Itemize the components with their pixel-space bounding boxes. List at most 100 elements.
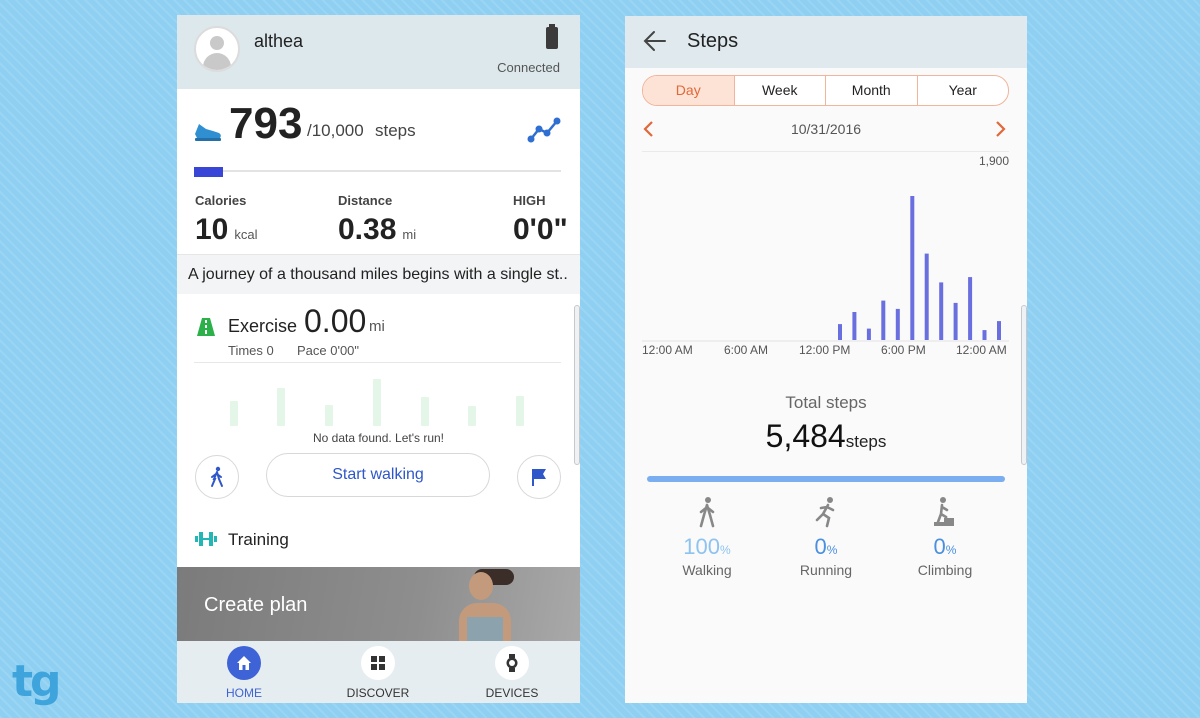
- steps-bar: [953, 302, 958, 340]
- placeholder-bar: [468, 406, 476, 426]
- walking-icon: [699, 497, 715, 528]
- steps-header: Steps: [625, 16, 1027, 68]
- chart-max-label: 1,900: [978, 154, 1009, 168]
- runner-image-head: [469, 572, 493, 600]
- activity-running: 0% Running: [766, 496, 886, 586]
- steps-bar: [910, 196, 915, 340]
- runner-image-top: [467, 617, 503, 641]
- steps-progress-fill: [194, 167, 223, 177]
- exercise-divider: [194, 362, 561, 363]
- steps-bar: [939, 282, 944, 340]
- climbing-percent-value: 0: [933, 534, 946, 559]
- placeholder-bar: [373, 379, 381, 426]
- create-plan-banner[interactable]: Create plan: [177, 567, 580, 641]
- watch-icon: [495, 646, 529, 680]
- steps-bar: [866, 328, 871, 340]
- trend-icon[interactable]: [527, 117, 561, 143]
- no-data-message: No data found. Let's run!: [312, 431, 445, 445]
- steps-bar: [968, 277, 973, 340]
- exercise-times: Times 0: [228, 343, 274, 358]
- running-label: Running: [799, 562, 853, 578]
- steps-unit: steps: [375, 121, 416, 140]
- nav-discover[interactable]: DISCOVER: [311, 641, 445, 703]
- distance-unit: mi: [402, 227, 417, 242]
- tab-month[interactable]: Month: [826, 76, 918, 105]
- calories-label: Calories: [195, 193, 247, 208]
- start-walking-button[interactable]: Start walking: [266, 453, 490, 497]
- total-steps-number: 5,484: [765, 418, 846, 454]
- training-card[interactable]: Training: [177, 515, 580, 567]
- nav-discover-label: DISCOVER: [346, 686, 410, 700]
- chart-top-gridline: [642, 151, 1009, 152]
- nav-devices-label: DEVICES: [485, 686, 539, 700]
- activity-walking: 100% Walking: [647, 496, 767, 586]
- placeholder-bar: [325, 405, 333, 426]
- walking-percent: 100%: [647, 534, 767, 560]
- steps-goal: /10,000: [307, 121, 364, 140]
- tab-year[interactable]: Year: [948, 82, 977, 98]
- motivational-quote: A journey of a thousand miles begins wit…: [188, 266, 568, 283]
- avatar[interactable]: [194, 26, 240, 72]
- total-steps-value: 5,484steps: [625, 418, 1027, 455]
- steps-bar: [895, 308, 900, 340]
- climbing-label: Climbing: [917, 562, 973, 578]
- steps-bar: [838, 324, 842, 340]
- exercise-distance: 0.00: [304, 303, 367, 339]
- avatar-head-shape: [210, 36, 224, 50]
- steps-card[interactable]: 793 /10,000 steps Calories 10 kcal Distan…: [177, 89, 580, 295]
- profile-header: althea Connected: [177, 15, 580, 89]
- x-tick-label: 12:00 PM: [799, 343, 851, 357]
- shoe-icon: [195, 124, 221, 141]
- calories-unit: kcal: [234, 227, 258, 242]
- exercise-title: Exercise: [228, 316, 298, 336]
- steps-count: 793: [229, 99, 303, 148]
- distance-number: 0.38: [338, 213, 397, 246]
- road-icon: [197, 318, 215, 336]
- nav-home-label: HOME: [226, 686, 262, 700]
- placeholder-bar: [277, 388, 285, 426]
- placeholder-bar: [230, 401, 238, 426]
- walking-mode-button[interactable]: [195, 455, 239, 499]
- placeholder-bar: [516, 396, 524, 426]
- walking-percent-value: 100: [683, 534, 721, 559]
- home-icon: [227, 646, 261, 680]
- distance-value: 0.38 mi: [338, 213, 416, 247]
- steps-bar: [997, 321, 1001, 340]
- back-arrow-icon[interactable]: [643, 30, 667, 52]
- next-date-icon[interactable]: [994, 120, 1008, 138]
- home-screen: althea Connected 793 /10,000 steps Calor…: [177, 15, 580, 703]
- walking-percent-sign: %: [720, 543, 731, 557]
- exercise-unit: mi: [369, 318, 385, 335]
- high-value: 0'0": [513, 213, 568, 246]
- hourly-steps-chart: [642, 196, 1009, 342]
- tab-week[interactable]: Week: [735, 76, 826, 105]
- username: althea: [254, 31, 304, 51]
- running-icon: [815, 497, 835, 528]
- previous-date-icon[interactable]: [641, 120, 655, 138]
- flag-icon: [532, 469, 546, 486]
- device-status: Connected: [497, 60, 560, 75]
- phone-side-edge: [574, 305, 580, 465]
- tg-logo: tg: [12, 656, 62, 707]
- phone-side-edge: [1021, 305, 1027, 465]
- band-device-icon[interactable]: [546, 24, 558, 49]
- tab-day[interactable]: Day: [643, 76, 735, 105]
- current-date: 10/31/2016: [790, 121, 862, 137]
- nav-devices[interactable]: DEVICES: [445, 641, 579, 703]
- goal-flag-button[interactable]: [517, 455, 561, 499]
- nav-home[interactable]: HOME: [177, 641, 311, 703]
- running-percent-sign: %: [826, 543, 838, 557]
- running-percent-value: 0: [814, 534, 827, 559]
- total-steps-label: Total steps: [785, 393, 867, 412]
- steps-bar: [881, 300, 886, 340]
- walking-icon: [211, 466, 223, 487]
- placeholder-bar: [421, 397, 429, 426]
- calories-value: 10 kcal: [195, 213, 258, 247]
- x-tick-label: 6:00 AM: [724, 343, 769, 357]
- bottom-nav: HOME DISCOVER DEVICES: [177, 641, 580, 703]
- x-tick-label: 12:00 AM: [956, 343, 1007, 357]
- steps-bar: [982, 330, 987, 340]
- climbing-icon: [934, 497, 954, 526]
- x-tick-label: 12:00 AM: [642, 343, 693, 357]
- exercise-card[interactable]: Exercise 0.00 mi Times 0 Pace 0'00" No d…: [177, 294, 580, 515]
